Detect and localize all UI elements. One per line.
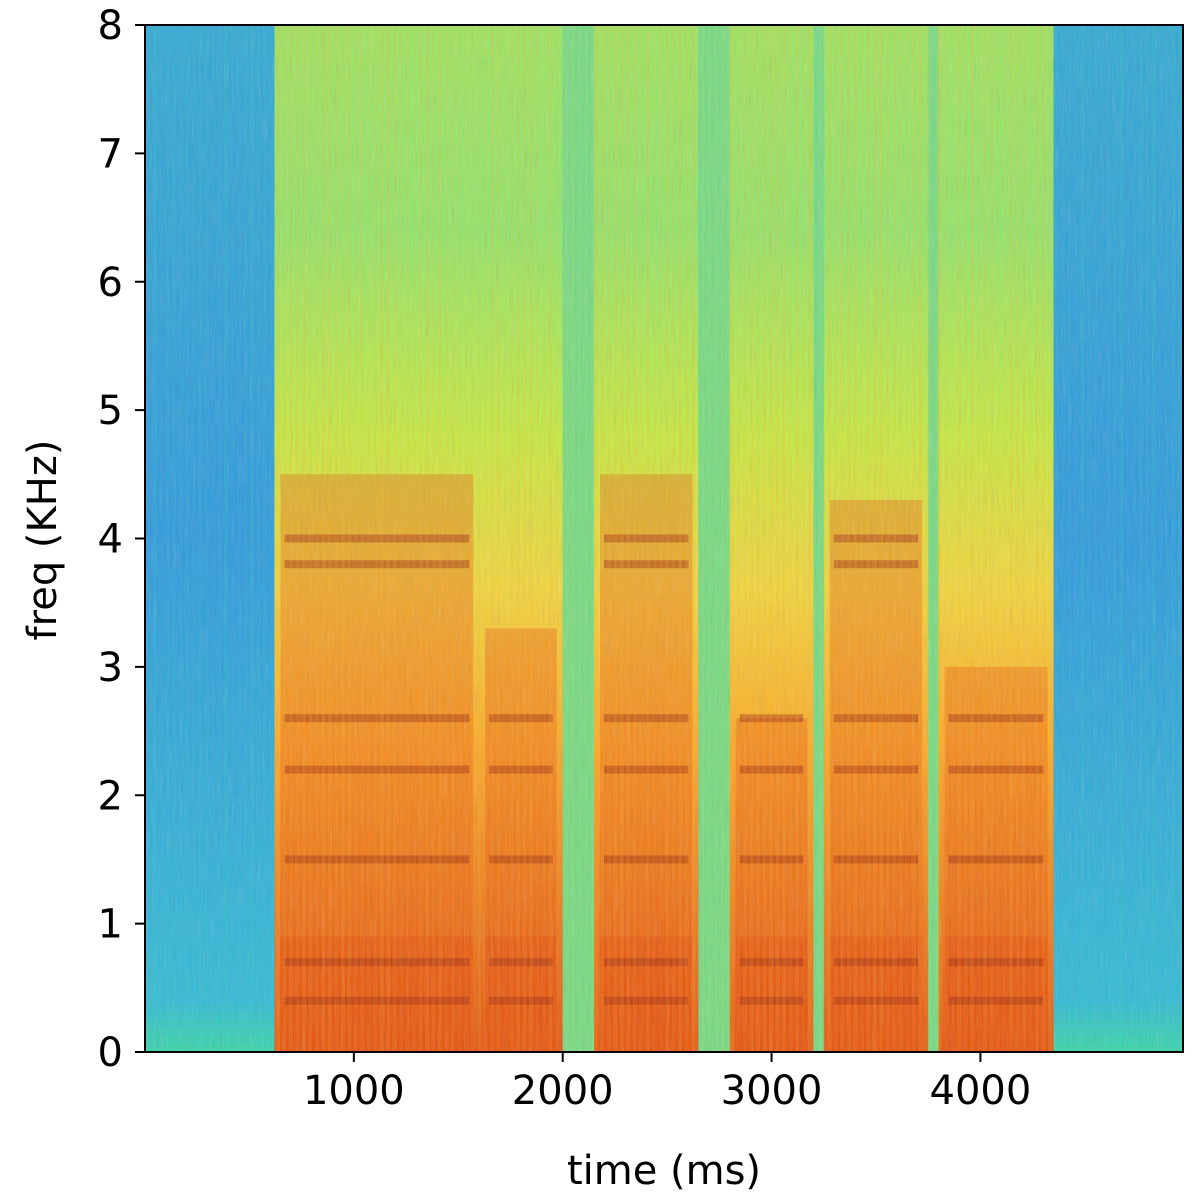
x-tick-label: 4000 [930, 1068, 1032, 1114]
y-tick-label: 7 [98, 131, 123, 177]
y-tick-label: 0 [98, 1030, 123, 1076]
y-axis-label: freq (KHz) [20, 440, 66, 641]
y-axis: 0 1 2 3 4 5 6 7 8 [98, 3, 145, 1076]
spectrogram-image [145, 25, 1183, 1052]
x-axis: 1000 2000 3000 4000 [303, 1052, 1031, 1114]
spectrogram-grain [145, 25, 1183, 1052]
x-axis-label: time (ms) [567, 1148, 761, 1194]
y-tick-label: 4 [98, 517, 123, 563]
y-tick-label: 5 [98, 388, 123, 434]
y-tick-label: 8 [98, 3, 123, 49]
x-tick-label: 1000 [303, 1068, 405, 1114]
y-tick-label: 2 [98, 773, 123, 819]
y-tick-label: 6 [98, 260, 123, 306]
x-tick-label: 3000 [721, 1068, 823, 1114]
y-tick-label: 1 [98, 902, 123, 948]
x-tick-label: 2000 [512, 1068, 614, 1114]
y-tick-label: 3 [98, 645, 123, 691]
